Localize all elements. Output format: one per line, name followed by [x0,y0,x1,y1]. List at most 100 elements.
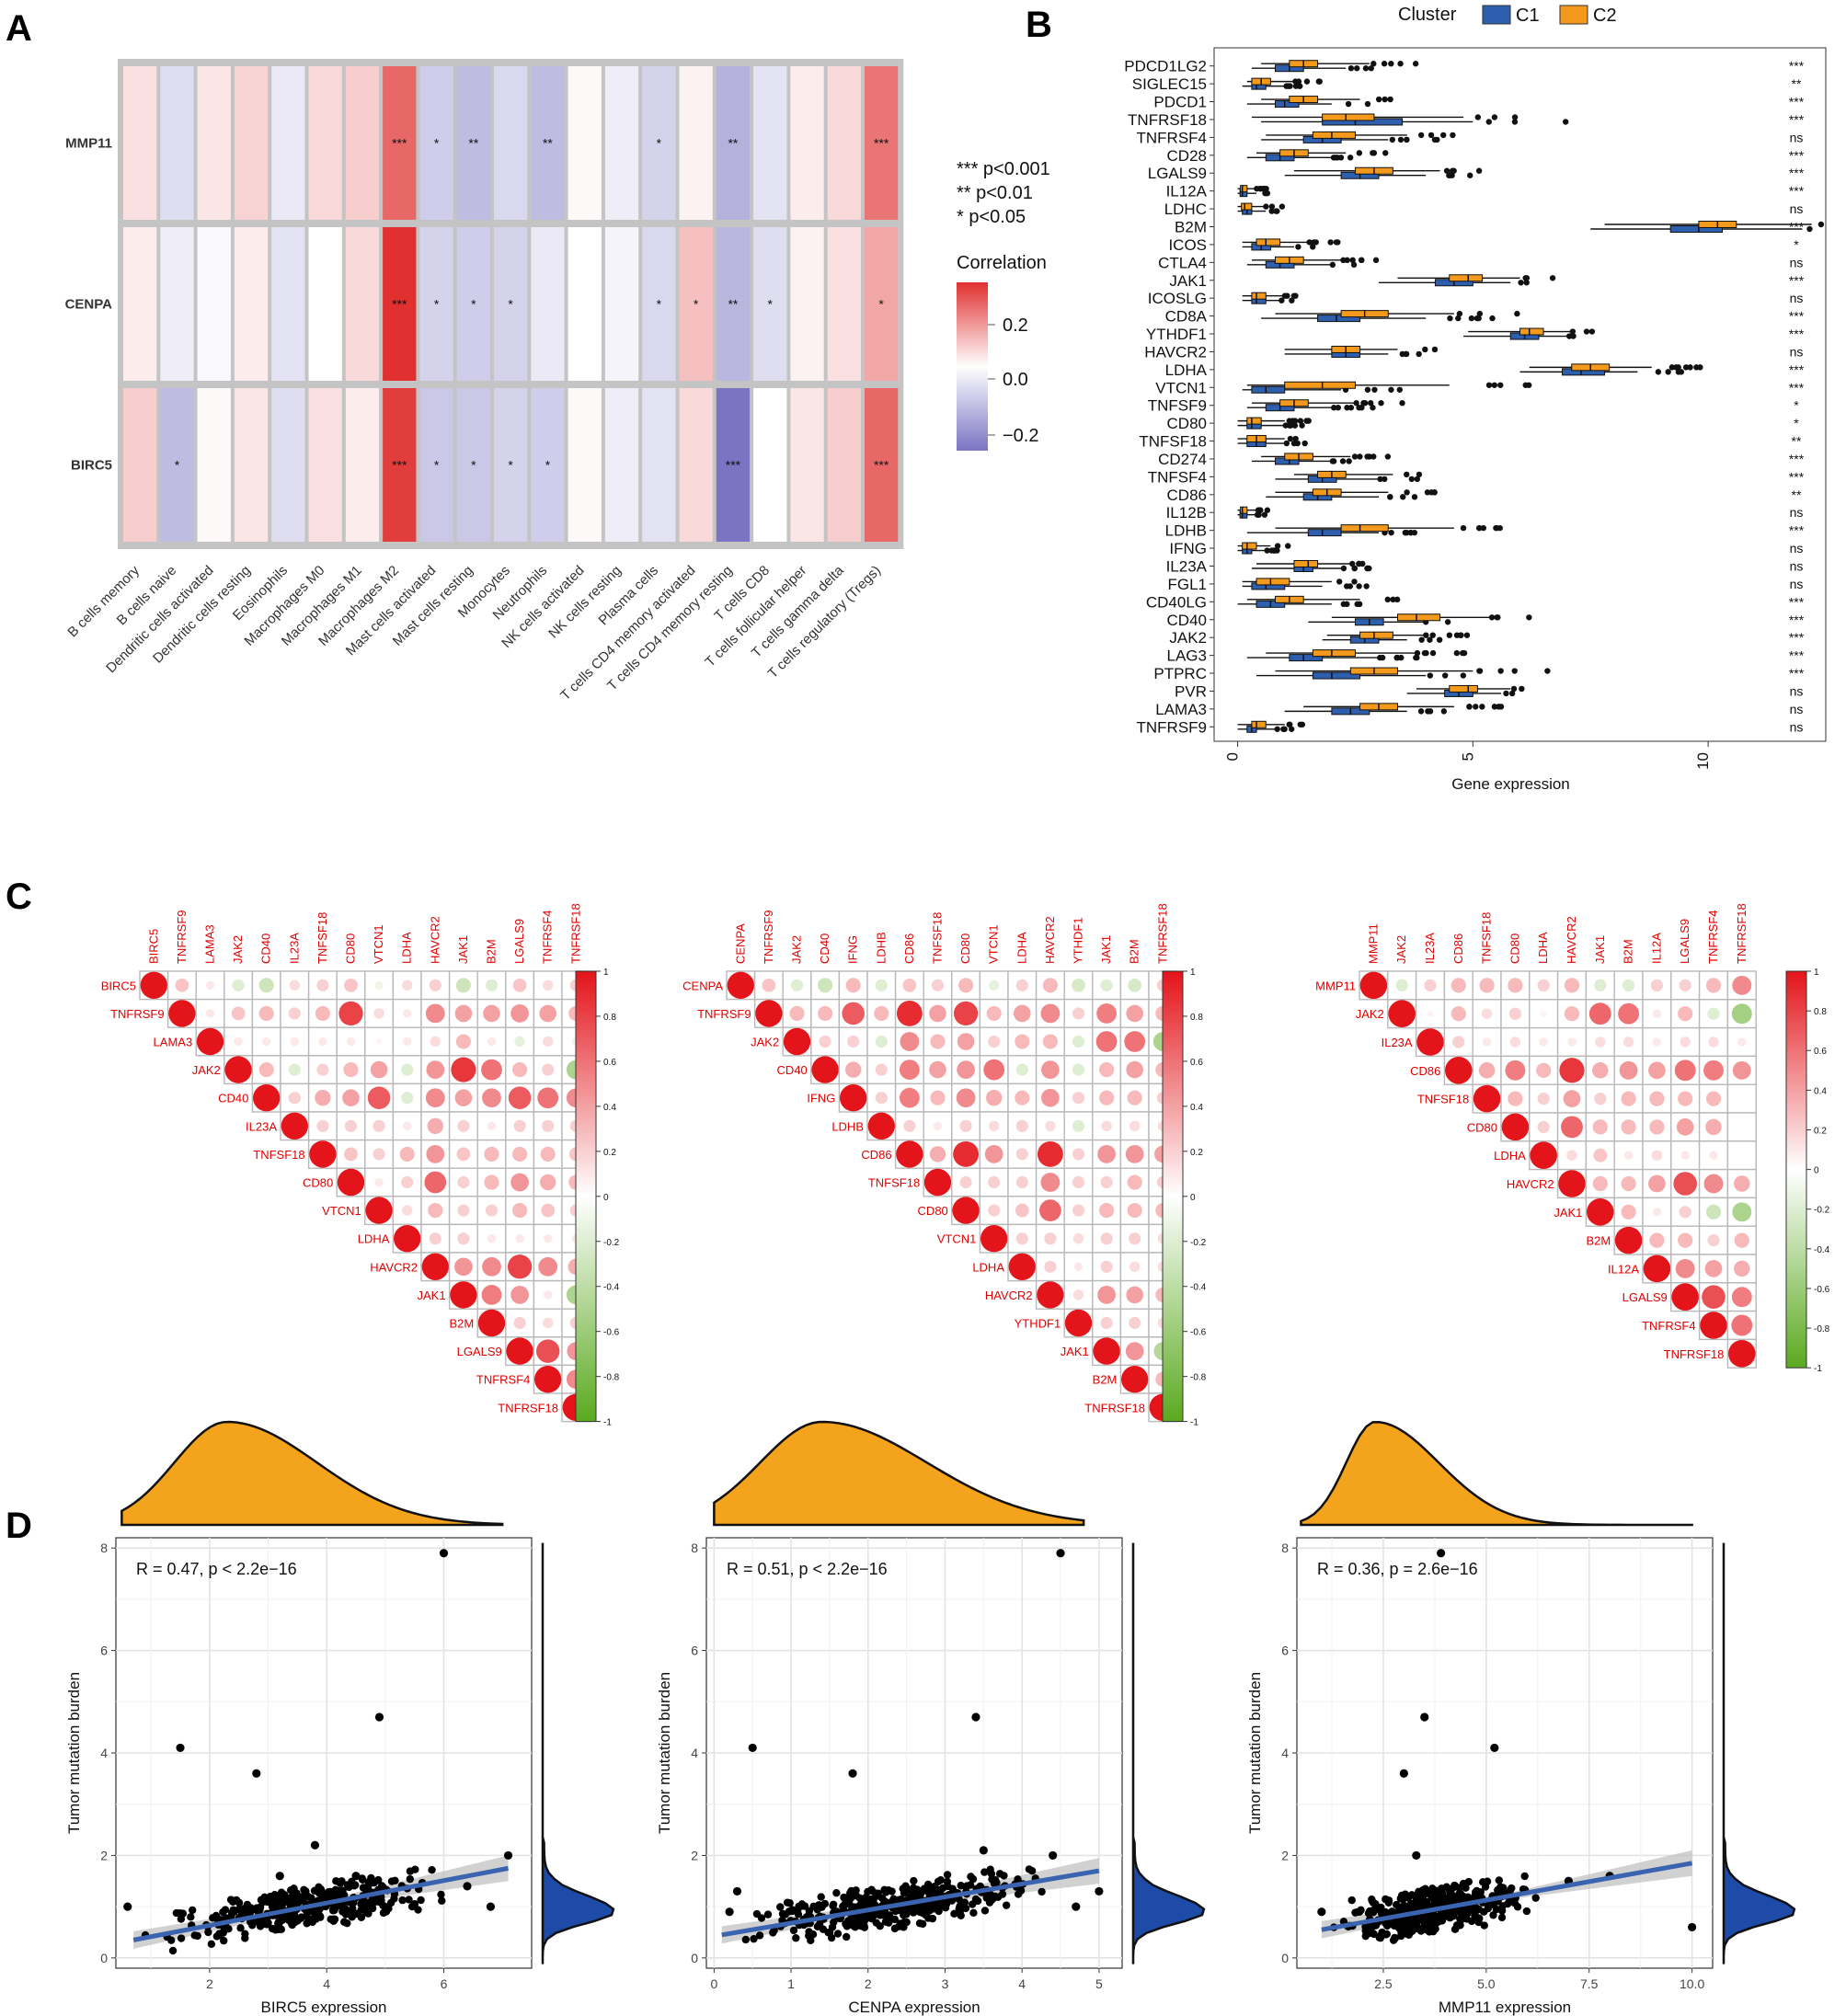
scatter-point-highlight [1490,1743,1499,1753]
sig-legend-1star: * p<0.05 [957,207,1026,227]
corr-circle [538,1256,558,1277]
scatter-point [1467,1917,1476,1926]
scatter-point [368,1904,377,1913]
corr-colorbar-tick-label: 0.4 [1814,1086,1827,1096]
panel-letter-c: C [6,876,32,917]
scatter-point [390,1895,398,1903]
corr-circle [1673,1172,1698,1196]
scatter-point [338,1877,346,1885]
corr-circle [1703,1060,1724,1081]
scatter-point [251,1906,260,1914]
corr-circle [374,1177,384,1187]
corr-circle [346,1037,356,1047]
heatmap-cell [383,227,417,381]
outlier-c1 [1446,172,1453,178]
heatmap-significance: *** [874,136,889,151]
scatter-point [1389,1936,1398,1944]
boxplot-category-label: PDCD1 [1153,94,1207,111]
scatter-point [832,1888,841,1897]
corr-circle [875,1063,888,1076]
scatter-point [296,1914,305,1922]
outlier-c2 [1370,150,1376,156]
corr-column-label: CD40 [818,934,831,964]
outlier-c2 [1263,203,1269,210]
outlier-c2 [1351,453,1359,460]
scatter-point [807,1936,815,1945]
corr-cell [1726,1254,1757,1284]
scatter-point [849,1917,857,1926]
scatter-point [1369,1898,1378,1907]
scatter-point [1383,1921,1392,1930]
heatmap-cell [234,388,269,542]
corr-colorbar-tick-label: -0.4 [603,1283,620,1293]
corr-circle [481,1285,502,1305]
corr-circle [1042,1034,1058,1049]
heatmap-cell [160,388,194,542]
corr-circle [789,1005,805,1021]
corr-diagonal-circle [253,1084,281,1112]
boxplot-category-label: LDHC [1164,200,1207,218]
outlier-c2 [1480,524,1487,532]
corr-circle [262,1037,271,1047]
corr-circle [1072,1175,1085,1189]
scatter-point [1522,1907,1531,1916]
outlier-c2 [1292,78,1299,85]
corr-column-label: CD80 [344,934,358,964]
corr-circle [1128,978,1142,992]
marginal-density-y [1722,1542,1796,1964]
outlier-c2 [1514,310,1520,317]
corr-column-label: LGALS9 [512,919,526,964]
outlier-c2 [1384,596,1391,603]
scatter-point [398,1896,407,1905]
scatter-point [861,1913,869,1921]
outlier-c1 [1363,583,1370,590]
scatter-point-highlight [1688,1922,1697,1932]
corr-circle [1679,979,1691,992]
scatter-point [220,1936,228,1945]
scatter-point [374,1875,383,1884]
corr-circle [1505,1060,1526,1081]
regression-line [1321,1861,1693,1932]
y-tick-label: 4 [100,1746,108,1760]
heatmap-cell [716,388,751,542]
corr-circle [1619,1060,1638,1080]
corr-circle [1126,1060,1143,1079]
scatter-point [428,1866,436,1874]
corr-circle [540,1146,556,1162]
corr-circle [510,1004,529,1023]
outlier-c1 [1427,636,1433,643]
corr-colorbar-tick-label: 0.2 [1814,1126,1827,1136]
corr-circle [544,1234,553,1243]
heatmap-cell [419,66,453,220]
panel-letter-a: A [6,8,32,49]
corr-circle [903,1119,916,1132]
heatmap-cell [345,388,380,542]
outlier-c1 [1562,119,1569,125]
outlier-c2 [1519,685,1525,693]
correlation-annotation: R = 0.47, p < 2.2e−16 [136,1560,297,1578]
boxplot-category-label: CD40 [1167,612,1207,629]
outlier-c2 [1351,578,1358,585]
scatter-point [789,1926,798,1935]
outlier-c1 [1268,547,1275,554]
scatter-point [995,1870,1004,1878]
corr-circle [1703,1174,1724,1194]
outlier-c1 [1489,315,1496,322]
scatter-point [379,1908,388,1918]
outlier-c1 [1264,547,1270,554]
outlier-c2 [1429,649,1437,657]
corr-colorbar-tick-label: 0.2 [1190,1148,1203,1158]
outlier-c1 [1339,458,1347,464]
outlier-c2 [1431,489,1438,496]
outlier-c2 [1429,632,1436,638]
scatter-point-highlight [732,1886,742,1896]
scatter-point [406,1867,415,1875]
outlier-c1 [1347,155,1354,161]
outlier-c2 [1460,524,1467,532]
outlier-c2 [1382,150,1389,156]
scatter-point [1396,1895,1405,1903]
box-c1 [1251,385,1286,394]
y-tick-label: 2 [1281,1848,1289,1862]
boxplot-category-label: PTPRC [1153,665,1207,682]
corr-colorbar-tick-label: 0.8 [1814,1007,1827,1017]
